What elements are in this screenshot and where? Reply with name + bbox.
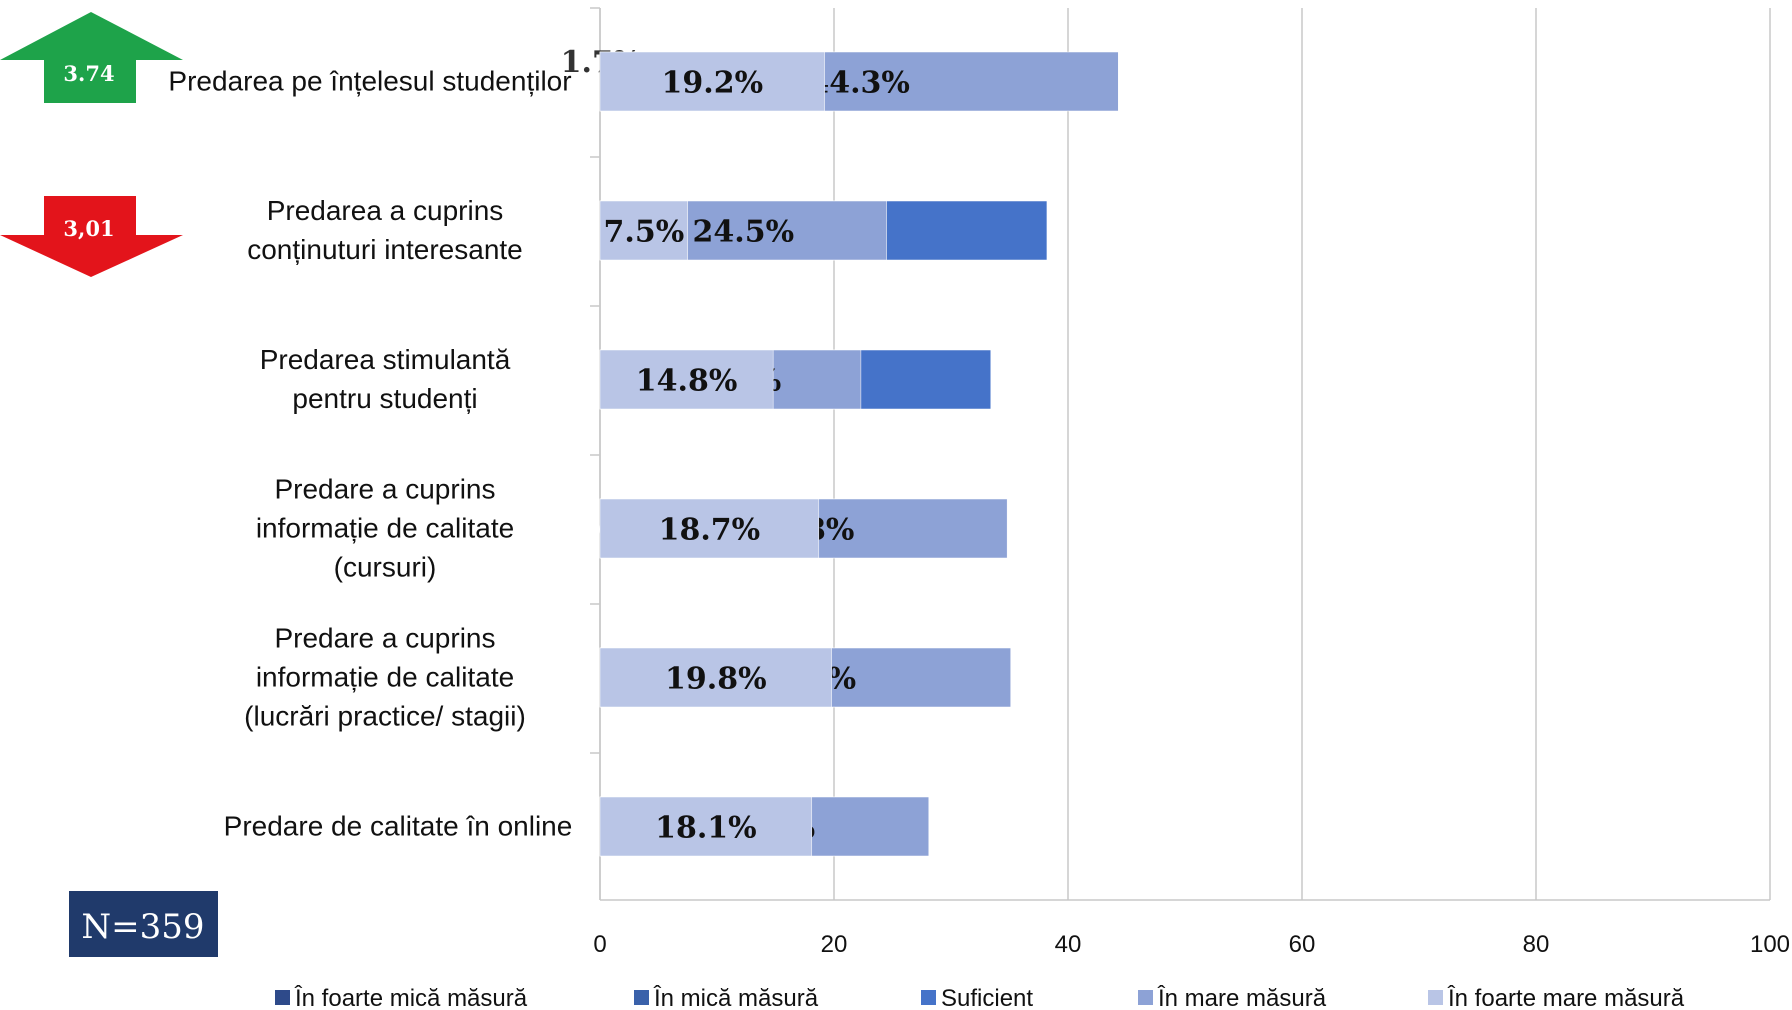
data-label: 14.8% [636, 364, 738, 399]
data-label: 18.7% [659, 513, 761, 548]
sample-size-label: N=359 [81, 907, 204, 947]
up-arrow-badge: 3.74 [0, 12, 183, 103]
legend-label: În mică măsură [653, 985, 819, 1010]
bar-segment [599, 200, 688, 261]
down-arrow-badge: 3,01 [0, 196, 183, 277]
bar-segment [599, 796, 813, 857]
up-badge-value: 3.74 [63, 61, 114, 86]
legend-label: În foarte mare măsură [1447, 985, 1685, 1010]
category-label: Predare de calitate în online [224, 811, 573, 842]
legend-swatch [1138, 990, 1153, 1005]
legend-swatch [634, 990, 649, 1005]
legend-swatch [921, 990, 936, 1005]
data-label: 18.1% [655, 811, 757, 846]
data-label: 24.5% [693, 215, 795, 250]
x-tick-label: 20 [821, 931, 848, 958]
category-label: Predare a cuprins informație de calitate(… [244, 623, 526, 732]
arrow-up-icon [0, 12, 183, 103]
bar-segment [599, 349, 774, 410]
grid-lines [590, 7, 1771, 901]
bar-segment [599, 498, 820, 559]
legend-swatch [275, 990, 290, 1005]
bar-segment [599, 647, 832, 708]
category-label: Predarea a cuprins conținuturi interesant… [247, 195, 523, 265]
bar-segment [599, 51, 825, 112]
x-tick-label: 0 [593, 931, 606, 958]
x-tick-label: 40 [1055, 931, 1082, 958]
bars: 1.7%5%29.8%44.3%19.2%8.6%21.2%38.2%24.5%… [561, 45, 1119, 857]
legend: În foarte mică măsură În mică măsură Sufic… [275, 985, 1685, 1010]
x-tick-label: 60 [1289, 931, 1316, 958]
data-label: 44.3% [808, 66, 910, 101]
sample-size-box: N=359 [69, 891, 218, 957]
legend-swatch [1428, 990, 1443, 1005]
legend-label: În mare măsură [1157, 985, 1327, 1010]
category-label: Predarea pe înțelesul studenților [168, 66, 571, 97]
x-tick-label: 100 [1750, 931, 1790, 958]
category-label: Predare a cuprins informație de calitate(… [256, 474, 514, 583]
arrow-down-icon [0, 196, 183, 277]
data-label: 19.2% [662, 66, 764, 101]
data-label: 19.8% [665, 662, 767, 697]
legend-label: Suficient [941, 985, 1033, 1010]
x-axis-ticks: 0 20 40 60 80 100 [593, 931, 1790, 958]
data-label: 7.5% [604, 215, 685, 250]
legend-label: În foarte mică măsură [294, 985, 528, 1010]
down-badge-value: 3,01 [63, 216, 114, 241]
category-labels: Predarea pe înțelesul studenților Predare… [168, 66, 572, 842]
category-label: Predarea stimulantă pentru studenți [260, 344, 511, 414]
x-tick-label: 80 [1523, 931, 1550, 958]
